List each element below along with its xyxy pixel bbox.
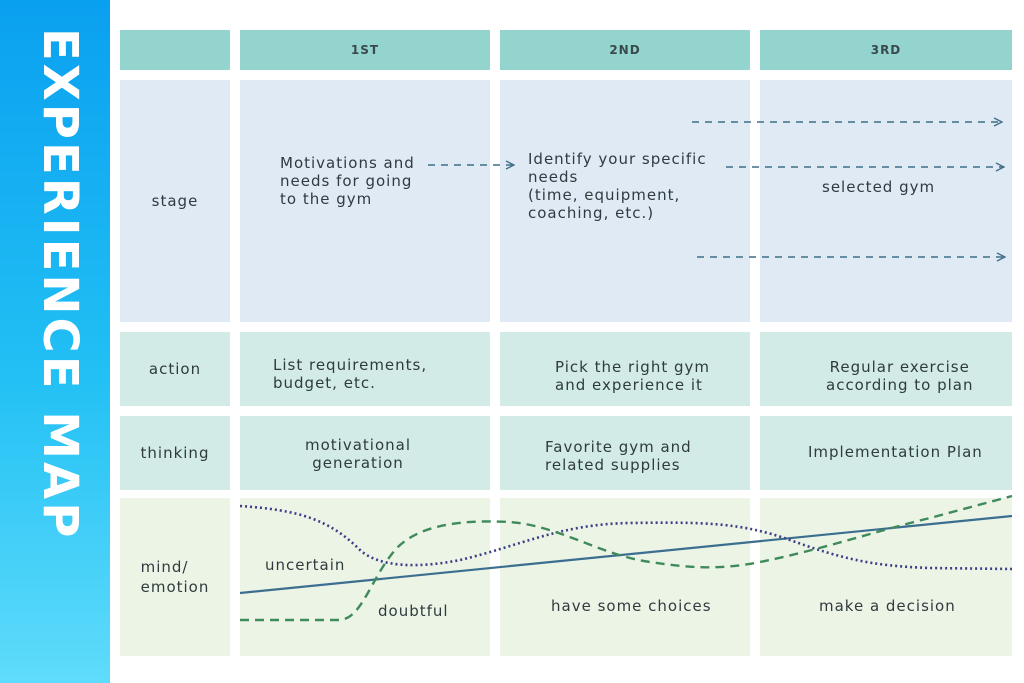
row-label-emotion: mind/ emotion: [120, 498, 230, 656]
action-text-1st: List requirements, budget, etc.: [273, 356, 428, 392]
column-header-3rd: 3RD: [760, 30, 1012, 70]
trend-line: [239, 514, 1013, 595]
emotion-cell-1st: [240, 498, 490, 656]
map-title: EXPERIENCE MAP: [32, 28, 88, 541]
row-label-action: action: [120, 332, 230, 406]
action-text-3rd: Regular exercise according to plan: [826, 358, 974, 394]
action-text-2nd: Pick the right gym and experience it: [555, 358, 710, 394]
thinking-text-1st: motivational generation: [305, 436, 411, 472]
row-label-thinking: thinking: [120, 416, 230, 490]
thinking-text-2nd: Favorite gym and related supplies: [545, 438, 692, 474]
action-cell-2nd: [500, 332, 750, 406]
row-label-emotion-text: mind/ emotion: [140, 558, 210, 596]
column-header-1st: 1ST: [240, 30, 490, 70]
dotted-emotion-curve: [239, 504, 1013, 571]
stage-text-1st: Motivations and needs for going to the g…: [280, 154, 415, 208]
thinking-cell-1st: [240, 416, 490, 490]
header-corner: [120, 30, 230, 70]
stage-text-2nd: Identify your specific needs (time, equi…: [528, 150, 707, 222]
emotion-text-choices: have some choices: [551, 597, 712, 615]
emotion-text-decision: make a decision: [819, 597, 956, 615]
stage-cell-3rd: [760, 80, 1012, 322]
dashed-emotion-curve: [240, 494, 1013, 622]
emotion-text-doubtful: doubtful: [378, 602, 449, 620]
action-cell-3rd: [760, 332, 1012, 406]
stage-cell-2nd: [500, 80, 750, 322]
stage-text-3rd: selected gym: [822, 178, 936, 196]
emotion-text-uncertain: uncertain: [265, 556, 346, 574]
action-cell-1st: [240, 332, 490, 406]
stage-cell-1st: [240, 80, 490, 322]
row-label-stage: stage: [120, 80, 230, 322]
thinking-cell-2nd: [500, 416, 750, 490]
thinking-cell-3rd: [760, 416, 1012, 490]
thinking-text-3rd: Implementation Plan: [808, 443, 983, 461]
emotion-cell-2nd: [500, 498, 750, 656]
sidebar-banner: EXPERIENCE MAP: [0, 0, 110, 683]
column-header-2nd: 2ND: [500, 30, 750, 70]
emotion-cell-3rd: [760, 498, 1012, 656]
